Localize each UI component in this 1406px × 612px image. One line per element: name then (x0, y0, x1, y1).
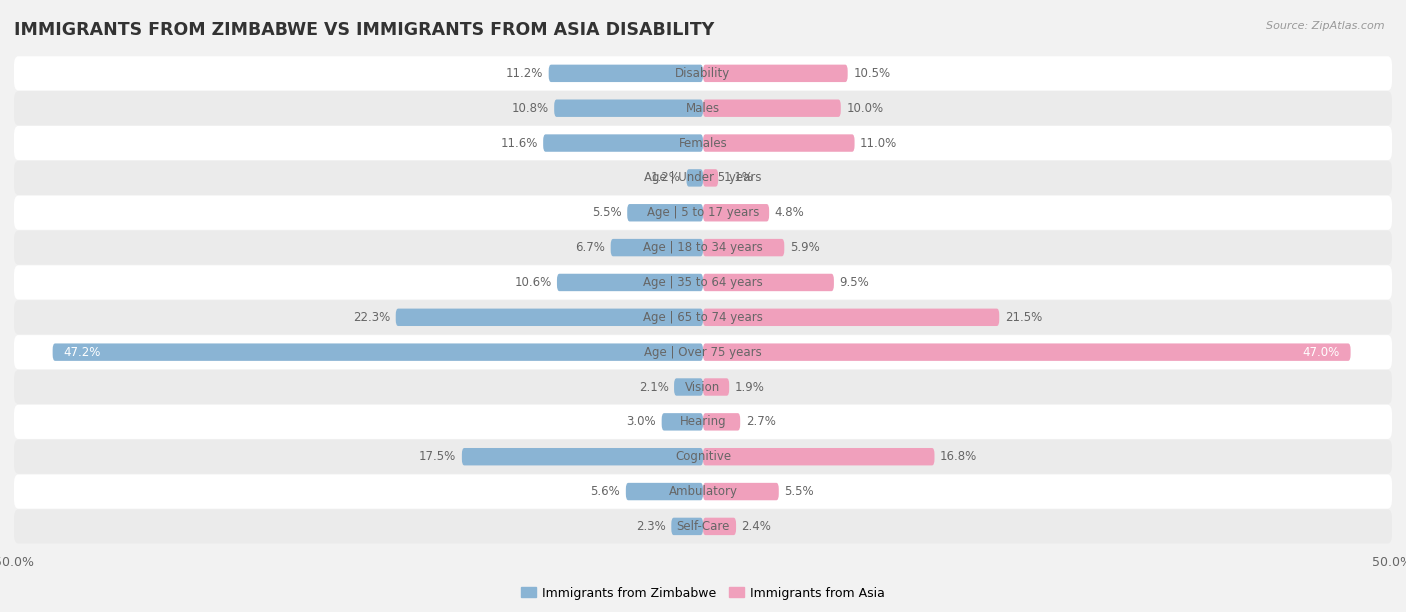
FancyBboxPatch shape (14, 266, 1392, 299)
Text: 47.0%: 47.0% (1302, 346, 1340, 359)
FancyBboxPatch shape (627, 204, 703, 222)
FancyBboxPatch shape (610, 239, 703, 256)
Text: 6.7%: 6.7% (575, 241, 605, 254)
Text: Age | 5 to 17 years: Age | 5 to 17 years (647, 206, 759, 219)
Text: 2.4%: 2.4% (741, 520, 772, 533)
Text: 3.0%: 3.0% (627, 416, 657, 428)
FancyBboxPatch shape (703, 378, 730, 396)
Text: 11.2%: 11.2% (506, 67, 543, 80)
FancyBboxPatch shape (548, 65, 703, 82)
FancyBboxPatch shape (703, 483, 779, 500)
Text: Females: Females (679, 136, 727, 149)
FancyBboxPatch shape (14, 474, 1392, 509)
Text: Hearing: Hearing (679, 416, 727, 428)
Legend: Immigrants from Zimbabwe, Immigrants from Asia: Immigrants from Zimbabwe, Immigrants fro… (516, 582, 890, 605)
Text: 21.5%: 21.5% (1005, 311, 1042, 324)
Text: 4.8%: 4.8% (775, 206, 804, 219)
Text: Vision: Vision (685, 381, 721, 394)
FancyBboxPatch shape (554, 100, 703, 117)
Text: Source: ZipAtlas.com: Source: ZipAtlas.com (1267, 21, 1385, 31)
Text: 5.6%: 5.6% (591, 485, 620, 498)
FancyBboxPatch shape (703, 169, 718, 187)
Text: 10.6%: 10.6% (515, 276, 551, 289)
FancyBboxPatch shape (14, 91, 1392, 125)
FancyBboxPatch shape (14, 405, 1392, 439)
Text: Self-Care: Self-Care (676, 520, 730, 533)
FancyBboxPatch shape (14, 335, 1392, 369)
Text: 2.7%: 2.7% (745, 416, 776, 428)
Text: Disability: Disability (675, 67, 731, 80)
Text: 16.8%: 16.8% (941, 450, 977, 463)
Text: Ambulatory: Ambulatory (668, 485, 738, 498)
FancyBboxPatch shape (673, 378, 703, 396)
Text: 47.2%: 47.2% (63, 346, 101, 359)
FancyBboxPatch shape (703, 100, 841, 117)
FancyBboxPatch shape (703, 135, 855, 152)
Text: 5.5%: 5.5% (592, 206, 621, 219)
FancyBboxPatch shape (461, 448, 703, 465)
FancyBboxPatch shape (703, 518, 737, 535)
Text: Cognitive: Cognitive (675, 450, 731, 463)
FancyBboxPatch shape (14, 370, 1392, 404)
FancyBboxPatch shape (14, 56, 1392, 91)
Text: Age | Under 5 years: Age | Under 5 years (644, 171, 762, 184)
Text: 10.8%: 10.8% (512, 102, 548, 114)
Text: 5.9%: 5.9% (790, 241, 820, 254)
FancyBboxPatch shape (557, 274, 703, 291)
Text: Age | 18 to 34 years: Age | 18 to 34 years (643, 241, 763, 254)
Text: IMMIGRANTS FROM ZIMBABWE VS IMMIGRANTS FROM ASIA DISABILITY: IMMIGRANTS FROM ZIMBABWE VS IMMIGRANTS F… (14, 21, 714, 39)
FancyBboxPatch shape (703, 448, 935, 465)
Text: 22.3%: 22.3% (353, 311, 391, 324)
FancyBboxPatch shape (703, 65, 848, 82)
Text: Age | 65 to 74 years: Age | 65 to 74 years (643, 311, 763, 324)
FancyBboxPatch shape (52, 343, 703, 361)
FancyBboxPatch shape (14, 509, 1392, 543)
FancyBboxPatch shape (703, 308, 1000, 326)
Text: Age | 35 to 64 years: Age | 35 to 64 years (643, 276, 763, 289)
FancyBboxPatch shape (395, 308, 703, 326)
Text: 11.6%: 11.6% (501, 136, 537, 149)
Text: 2.3%: 2.3% (636, 520, 666, 533)
FancyBboxPatch shape (671, 518, 703, 535)
Text: 11.0%: 11.0% (860, 136, 897, 149)
Text: 1.9%: 1.9% (735, 381, 765, 394)
Text: 1.1%: 1.1% (724, 171, 754, 184)
FancyBboxPatch shape (703, 413, 740, 431)
Text: 17.5%: 17.5% (419, 450, 457, 463)
Text: Age | Over 75 years: Age | Over 75 years (644, 346, 762, 359)
Text: 10.5%: 10.5% (853, 67, 890, 80)
Text: 2.1%: 2.1% (638, 381, 669, 394)
FancyBboxPatch shape (14, 300, 1392, 334)
FancyBboxPatch shape (543, 135, 703, 152)
Text: 5.5%: 5.5% (785, 485, 814, 498)
Text: 9.5%: 9.5% (839, 276, 869, 289)
FancyBboxPatch shape (703, 204, 769, 222)
FancyBboxPatch shape (14, 126, 1392, 160)
FancyBboxPatch shape (662, 413, 703, 431)
FancyBboxPatch shape (14, 439, 1392, 474)
FancyBboxPatch shape (703, 343, 1351, 361)
FancyBboxPatch shape (703, 239, 785, 256)
Text: 1.2%: 1.2% (651, 171, 681, 184)
FancyBboxPatch shape (14, 196, 1392, 230)
FancyBboxPatch shape (14, 161, 1392, 195)
FancyBboxPatch shape (626, 483, 703, 500)
FancyBboxPatch shape (686, 169, 703, 187)
Text: 10.0%: 10.0% (846, 102, 883, 114)
FancyBboxPatch shape (703, 274, 834, 291)
FancyBboxPatch shape (14, 231, 1392, 264)
Text: Males: Males (686, 102, 720, 114)
